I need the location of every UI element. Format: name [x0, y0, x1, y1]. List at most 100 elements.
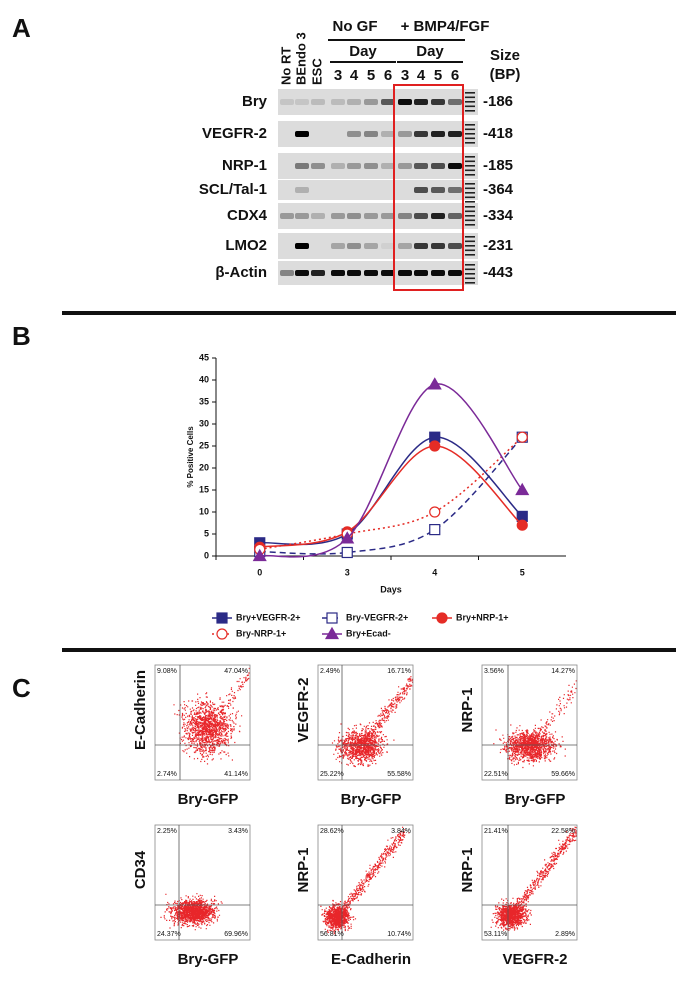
gel-band: [347, 270, 361, 276]
ladder-band: [465, 174, 475, 176]
scatter-cloud: [331, 676, 414, 768]
x-axis-title: Bry-GFP: [178, 791, 239, 808]
legend-label: Bry-VEGFR-2+: [346, 612, 408, 622]
ladder-band: [465, 92, 475, 94]
y-tick-label: 35: [199, 396, 209, 406]
day-number: 4: [350, 67, 359, 84]
plot-frame: [154, 664, 251, 781]
legend-marker: [436, 612, 448, 624]
x-tick-label: 3: [345, 567, 350, 577]
ladder-band: [465, 137, 475, 140]
gel-band: [398, 163, 412, 169]
gel-band: [311, 213, 325, 219]
plot-frame: [317, 664, 414, 781]
gel-band: [364, 243, 378, 249]
day-number: 3: [334, 67, 342, 84]
x-tick-label: 4: [432, 567, 437, 577]
quadrant-percent: 3.56%: [484, 668, 504, 675]
ladder-band: [465, 124, 475, 126]
group-label: + BMP4/FGF: [401, 18, 490, 35]
lane-label: BEndo 3: [293, 32, 308, 85]
gel-band: [364, 99, 378, 105]
scatter-cloud: [493, 680, 577, 769]
gel-band: [331, 99, 345, 105]
y-axis-title: % Positive Cells: [186, 426, 195, 488]
y-axis-title: NRP-1: [295, 847, 312, 892]
gel-band: [414, 131, 428, 137]
gel-band: [448, 213, 462, 219]
quadrant-percent: 53.11%: [484, 931, 507, 938]
gel-band: [364, 270, 378, 276]
gel-band: [295, 213, 309, 219]
quadrant-percent: 2.74%: [157, 771, 177, 778]
day-label: Day: [349, 43, 377, 60]
highlight-box: [393, 84, 464, 291]
day-number: 4: [417, 67, 426, 84]
y-tick-label: 25: [199, 440, 209, 450]
ladder-band: [465, 215, 475, 217]
ladder-band: [465, 254, 475, 256]
gel-band: [448, 243, 462, 249]
ladder-band: [465, 201, 475, 203]
gel-band: [311, 270, 325, 276]
ladder-band: [465, 183, 475, 185]
gene-label: β-Actin: [215, 264, 267, 281]
gel-band: [414, 99, 428, 105]
gene-label: LMO2: [225, 237, 267, 254]
ladder-band: [465, 219, 475, 222]
gel-band: [431, 163, 445, 169]
gel-band: [331, 270, 345, 276]
ladder-band: [465, 160, 475, 163]
quadrant-percent: 3.43%: [228, 828, 248, 835]
gel-band: [347, 131, 361, 137]
y-axis-title: VEGFR-2: [295, 677, 312, 742]
y-tick-label: 0: [204, 550, 209, 560]
quadrant-percent: 16.71%: [387, 668, 411, 675]
ladder-band: [465, 245, 475, 247]
gel-band: [295, 131, 309, 137]
day-number: 5: [434, 67, 442, 84]
gel-band: [414, 270, 428, 276]
quadrant-percent: 14.27%: [551, 668, 575, 675]
y-axis-title: NRP-1: [459, 687, 476, 732]
gel-band: [448, 163, 462, 169]
gel-band: [431, 131, 445, 137]
scatter-cloud: [320, 826, 410, 935]
gel-band: [431, 213, 445, 219]
day-number: 6: [384, 67, 392, 84]
series-line: [259, 436, 523, 551]
size-header: (BP): [490, 66, 521, 83]
gel-band: [347, 99, 361, 105]
series-line: [259, 383, 523, 558]
gel-band: [381, 243, 395, 249]
gel-band: [311, 99, 325, 105]
data-point: [429, 440, 441, 452]
separator: [62, 648, 676, 652]
gel-band: [381, 270, 395, 276]
ladder-band: [465, 142, 475, 144]
size-label: -231: [483, 237, 513, 254]
gel-band: [414, 187, 428, 193]
legend-label: Bry-NRP-1+: [236, 628, 286, 638]
x-axis-title: VEGFR-2: [502, 951, 567, 968]
legend-label: Bry+Ecad-: [346, 628, 391, 638]
y-tick-label: 15: [199, 484, 209, 494]
ladder-band: [465, 277, 475, 280]
quadrant-percent: 2.25%: [157, 828, 177, 835]
plot-frame: [481, 824, 578, 941]
gel-band: [414, 213, 428, 219]
quadrant-percent: 10.74%: [387, 931, 411, 938]
gel-band: [280, 270, 294, 276]
data-point: [252, 548, 267, 562]
ladder-band: [465, 192, 475, 194]
ladder-band: [465, 268, 475, 271]
gel-band: [381, 163, 395, 169]
gel-band: [295, 270, 309, 276]
ladder-band: [465, 210, 475, 213]
gel-band: [431, 270, 445, 276]
quadrant-percent: 22.58%: [551, 828, 575, 835]
gel-band: [414, 243, 428, 249]
gel-band: [331, 243, 345, 249]
y-tick-label: 20: [199, 462, 209, 472]
ladder-band: [465, 96, 475, 99]
